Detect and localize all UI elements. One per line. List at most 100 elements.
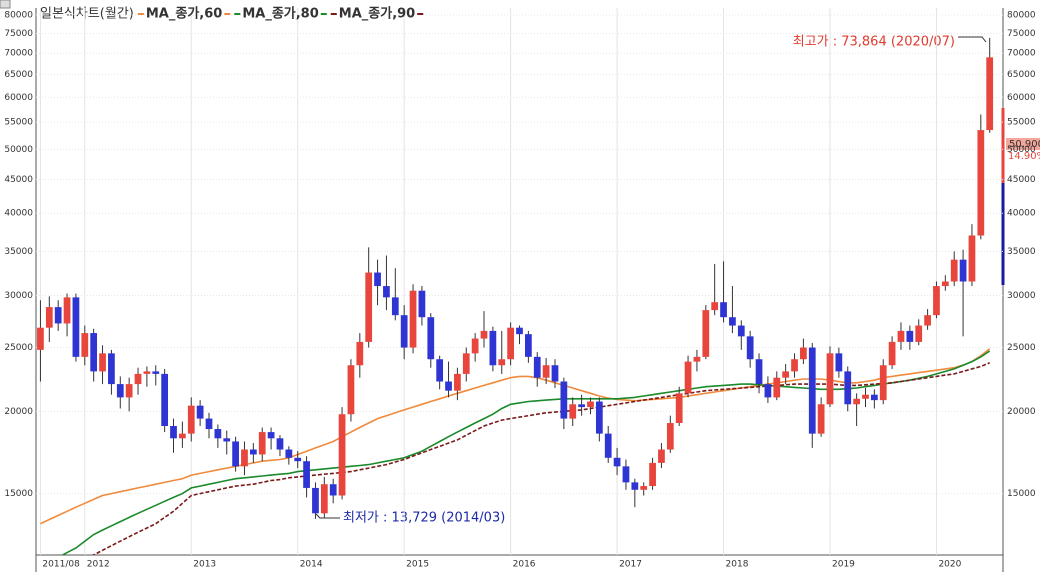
candle-body [276,438,284,450]
candle-body [258,432,266,455]
candle-body [587,401,594,408]
y2-tick-label: 45000 [1007,175,1036,185]
candle-body [320,484,328,514]
y-tick-label: 25000 [4,343,33,353]
candle-body [214,429,222,439]
candle-body [808,347,816,434]
candle-body [826,353,834,405]
candle-body [817,404,825,434]
candle-body [888,341,896,366]
candle-body [445,381,452,391]
candle-body [125,384,133,398]
candle-body [489,330,497,366]
candle-body [631,482,639,490]
y2-tick-label: 20000 [1007,407,1036,417]
y2-tick-label: 60000 [1007,93,1036,103]
candle-body [542,365,550,378]
candle-body [879,365,887,401]
y2-tick-label: 50000 [1007,145,1036,155]
candle-body [613,457,621,467]
candle-body [196,405,204,419]
candle-body [99,353,106,372]
toolbar-icon[interactable] [0,0,11,9]
y2-tick-label: 35000 [1007,247,1036,257]
candle-body [666,423,674,450]
y-tick-label: 80000 [4,11,33,21]
candle-body [427,317,435,360]
candle-body [409,290,417,348]
candle-body [285,449,293,458]
candle-body [462,353,470,374]
candle-body [436,359,444,382]
chart-title: 일본식차트(월간) [40,7,134,22]
candle-body [400,315,408,348]
candle-body [933,286,940,316]
candle-body [525,334,532,357]
candle-body [702,310,710,357]
candle-body [134,373,142,385]
candle-body [986,57,994,131]
candle-body [711,302,719,311]
candle-body [968,235,976,282]
legend-label: MA_종가,90 [339,7,415,22]
candle-body [249,449,257,455]
y-tick-label: 75000 [4,29,33,39]
candle-body [418,290,426,318]
y-tick-label: 50000 [4,145,33,155]
candle-body [684,361,692,394]
candle-body [870,394,878,401]
candle-body [853,398,860,405]
low-annotation: 최저가 : 13,729 (2014/03) [343,511,505,526]
candle-body [746,336,754,360]
candle-body [63,297,71,324]
candle-body [977,130,985,236]
y2-tick-label: 15000 [1007,489,1036,499]
candle-body [90,333,98,372]
x-tick-label: 2020 [938,560,961,570]
candle-body [303,461,310,488]
high-annotation: 최고가 : 73,864 (2020/07) [793,35,955,50]
candle-body [693,356,701,362]
candle-body [924,315,931,326]
candle-body [755,359,763,385]
candle-body [560,381,568,419]
y2-tick-label: 75000 [1007,29,1036,39]
candle-body [223,438,231,442]
candle-body [729,317,736,326]
y2-tick-label: 30000 [1007,291,1036,301]
x-tick-label: 2011/08 [42,560,80,570]
candle-body [835,353,843,372]
candle-body [179,433,186,439]
candle-body [108,353,115,385]
candle-body [569,404,577,419]
candle-body [551,365,559,382]
y-tick-label: 65000 [4,70,33,80]
candle-body [764,384,772,398]
y2-tick-label: 70000 [1007,49,1036,59]
x-tick-label: 2019 [832,560,855,570]
legend-label: MA_종가,80 [242,7,318,22]
candle-body [143,371,151,374]
y-tick-label: 30000 [4,291,33,301]
candle-body [161,373,169,427]
candle-body [578,404,585,408]
candle-body [152,371,160,374]
price-box [1006,138,1040,150]
candle-body [791,359,798,372]
candle-body [170,426,177,439]
candle-body [365,272,373,342]
candle-body [471,338,479,354]
candle-body [658,449,665,463]
candle-body [187,405,195,434]
candle-body [595,401,603,434]
candle-body [241,449,248,467]
candle-body [915,325,923,342]
y-tick-label: 35000 [4,247,33,257]
candle-body [862,394,869,399]
candle-body [205,418,213,430]
y-tick-label: 60000 [4,93,33,103]
y-tick-label: 20000 [4,407,33,417]
candle-body [800,347,807,360]
